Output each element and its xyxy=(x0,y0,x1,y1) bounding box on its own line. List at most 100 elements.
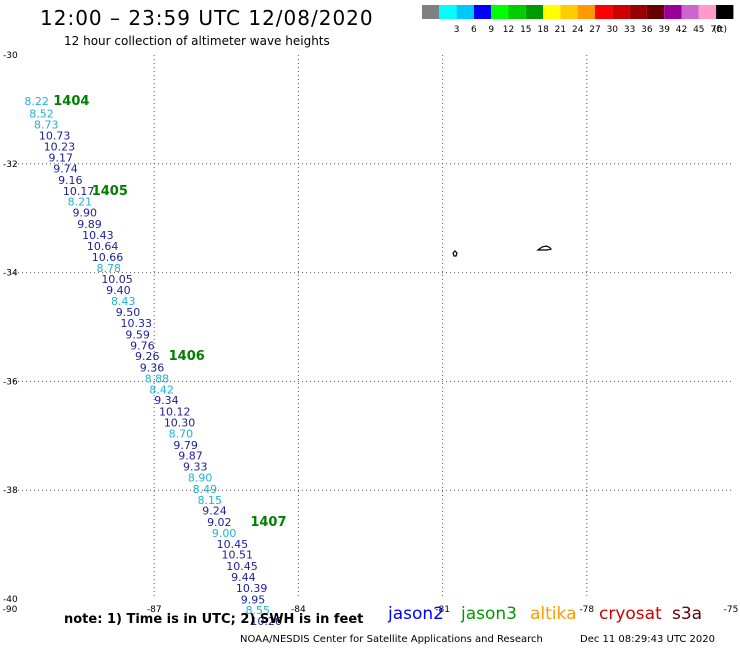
scale-swatch xyxy=(664,5,682,19)
wave-height-value: 9.50 xyxy=(116,306,141,319)
lat-tick-label: -32 xyxy=(3,160,18,170)
wave-height-value: 9.76 xyxy=(130,339,155,352)
lat-tick-label: -36 xyxy=(3,377,18,387)
satellite-legend-jason3: jason3 xyxy=(461,604,517,624)
page-subtitle: 12 hour collection of altimeter wave hei… xyxy=(64,34,330,48)
wave-height-value: 10.64 xyxy=(87,240,119,253)
scale-tick-label: 27 xyxy=(589,25,600,35)
wave-height-value: 9.44 xyxy=(231,571,256,584)
wave-height-value: 10.66 xyxy=(92,251,124,264)
scale-tick-label: 21 xyxy=(555,25,566,35)
wave-height-value: 8.78 xyxy=(97,262,122,275)
wave-height-value: 10.12 xyxy=(159,406,191,419)
wave-height-value: 8.21 xyxy=(68,196,93,209)
lon-tick-label: -84 xyxy=(291,605,306,615)
scale-tick-label: 42 xyxy=(676,25,687,35)
wave-height-value: 9.24 xyxy=(202,505,227,518)
scale-swatch xyxy=(456,5,474,19)
scale-swatch xyxy=(473,5,492,19)
satellite-legend-s3a: s3a xyxy=(672,604,703,624)
wave-height-value: 8.90 xyxy=(188,471,213,484)
color-scale-legend: 3 6 9 12 15 18 21 24 27 30 33 36 39 42 45 70(ft) xyxy=(422,5,734,35)
track-time-labels: 1404 1405 1406 1407 xyxy=(53,94,286,530)
lon-tick-label: -81 xyxy=(435,605,450,615)
wave-height-value: 9.89 xyxy=(77,218,102,231)
scale-tick-label: 6 xyxy=(471,25,477,35)
scale-tick-label: 45 xyxy=(693,25,704,35)
scale-swatch xyxy=(595,5,613,19)
wave-height-value: 9.34 xyxy=(154,394,179,407)
wave-height-value: 10.73 xyxy=(39,129,70,142)
scale-swatch xyxy=(716,5,734,19)
wave-height-value: 8.88 xyxy=(145,372,170,385)
scale-tick-label: 39 xyxy=(658,25,670,35)
wave-height-value: 10.30 xyxy=(164,417,196,430)
scale-swatch xyxy=(577,5,595,19)
wave-height-value: 8.49 xyxy=(193,483,218,496)
wave-height-value: 9.00 xyxy=(212,527,237,540)
track-time-label: 1404 xyxy=(53,94,89,109)
wave-height-value: 8.73 xyxy=(34,118,59,131)
track-time-label: 1405 xyxy=(92,184,128,199)
track-time-label: 1406 xyxy=(169,349,205,364)
wave-height-value: 10.05 xyxy=(101,273,132,286)
scale-tick-label: 36 xyxy=(641,25,653,35)
satellite-legend-altika: altika xyxy=(530,604,577,624)
scale-tick-label: 9 xyxy=(488,25,494,35)
scale-tick-label: 33 xyxy=(624,25,635,35)
scale-tick-label: 70 xyxy=(710,25,722,35)
map-grid xyxy=(10,55,731,599)
island-left xyxy=(452,250,458,257)
lon-tick-label: -75 xyxy=(724,605,739,615)
wave-height-value: 9.74 xyxy=(53,163,77,176)
scale-swatch xyxy=(491,5,509,19)
wave-height-value: 10.33 xyxy=(121,317,153,330)
wave-height-value: 9.33 xyxy=(183,461,208,474)
satellite-legend-jason2: jason2 xyxy=(388,604,444,624)
scale-tick-label: 3 xyxy=(454,25,460,35)
island-right xyxy=(536,245,553,251)
scale-swatch xyxy=(508,5,526,19)
scale-tick-label: 30 xyxy=(607,25,619,35)
track-time-label: 1407 xyxy=(250,515,286,530)
footer-note: note: 1) Time is in UTC; 2) SWH is in fe… xyxy=(64,612,364,627)
lon-tick-label: -78 xyxy=(579,605,594,615)
scale-tick-label: 24 xyxy=(572,25,584,35)
wave-height-value: 9.90 xyxy=(72,207,97,220)
wave-height-value: 9.17 xyxy=(48,152,73,165)
wave-height-value: 9.95 xyxy=(241,593,266,606)
wave-height-value: 8.43 xyxy=(111,295,136,308)
wave-height-value: 9.16 xyxy=(58,174,83,187)
wave-height-value: 9.79 xyxy=(173,439,198,452)
scale-swatch xyxy=(646,5,665,19)
scale-swatch xyxy=(525,5,544,19)
scale-swatch xyxy=(681,5,699,19)
lat-tick-label: -40 xyxy=(3,595,18,605)
wave-height-value: 10.45 xyxy=(226,560,257,573)
axis-tick-labels: -90 -87 -84 -81 -78 -75 -30 -32 -34 -36 -38 -40 xyxy=(3,51,739,615)
wave-height-value: 9.02 xyxy=(207,516,232,529)
wave-height-value: 8.55 xyxy=(246,604,271,617)
coastline-islands xyxy=(452,245,553,257)
scale-unit-label: (ft) xyxy=(713,25,727,35)
satellite-legend-cryosat: cryosat xyxy=(599,604,662,624)
wave-height-value: 8.22 xyxy=(24,95,48,108)
lon-tick-label: -90 xyxy=(3,605,18,615)
scale-tick-label: 15 xyxy=(520,25,531,35)
scale-swatch xyxy=(439,5,457,19)
scale-swatch xyxy=(543,5,561,19)
generation-timestamp: Dec 11 08:29:43 UTC 2020 xyxy=(580,634,715,645)
scale-swatch xyxy=(612,5,630,19)
lon-tick-label: -87 xyxy=(147,605,162,615)
scale-tick-label: 18 xyxy=(537,25,549,35)
wave-height-value: 8.15 xyxy=(197,494,222,507)
scale-swatch xyxy=(629,5,647,19)
lat-tick-label: -30 xyxy=(3,51,18,61)
scale-swatch xyxy=(422,5,440,19)
wave-height-value: 9.87 xyxy=(178,450,203,463)
wave-height-value: 10.39 xyxy=(236,582,268,595)
credit-line: NOAA/NESDIS Center for Satellite Applica… xyxy=(240,634,543,645)
wave-height-value: 10.23 xyxy=(44,141,76,154)
altimeter-track: 8.228.528.7310.7310.239.179.749.1610.178… xyxy=(24,95,281,628)
